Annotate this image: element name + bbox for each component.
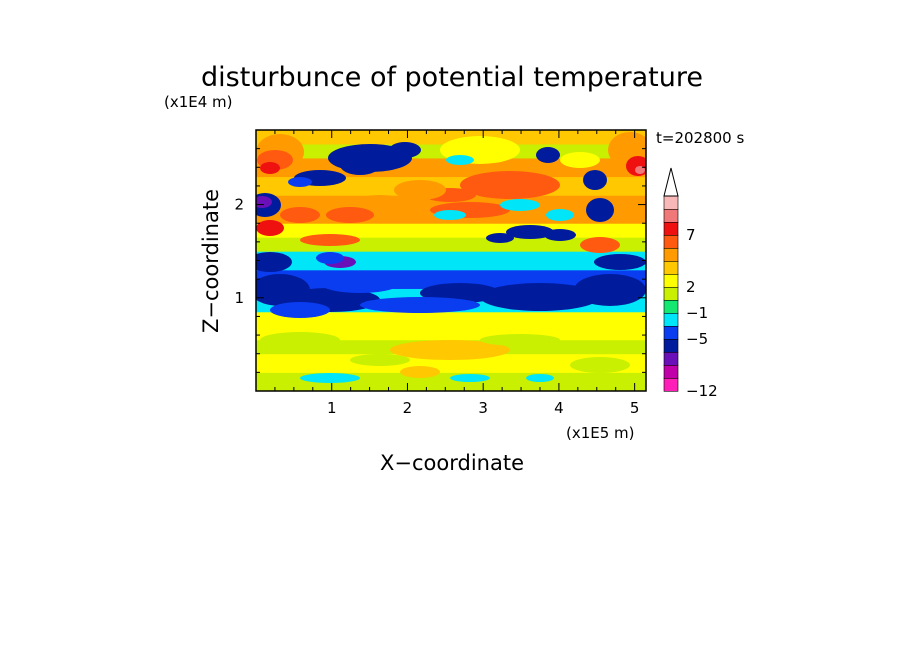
contour-patch (560, 152, 600, 168)
contour-patch (260, 162, 280, 174)
contour-patch (300, 234, 360, 246)
contour-patch (526, 374, 554, 382)
contour-patch (546, 209, 574, 221)
x-tick-label: 1 (327, 399, 337, 417)
colorbar-swatch (663, 260, 679, 275)
contour-patch (500, 199, 540, 211)
contour-patch (320, 273, 400, 293)
colorbar-swatch (663, 221, 679, 236)
contour-patch (300, 373, 360, 383)
chart-title: disturbunce of potential temperature (201, 62, 703, 93)
contour-patch (544, 229, 576, 241)
contour-patch (288, 177, 312, 187)
contour-patch (260, 332, 340, 348)
y-axis-label: Z−coordinate (199, 189, 223, 333)
y-tick-label: 2 (234, 196, 244, 214)
x-tick-label: 4 (554, 399, 564, 417)
colorbar-swatch (663, 377, 679, 392)
y-tick-label: 1 (234, 289, 244, 307)
colorbar-swatch (663, 195, 679, 210)
contour-patch (340, 155, 380, 175)
contour-patch (574, 274, 646, 306)
contour-patch (389, 142, 421, 158)
contour-patch (350, 354, 410, 366)
contour-patch (434, 210, 466, 220)
contour-patch (635, 166, 645, 174)
contour-patch (480, 283, 600, 311)
contour-patch (480, 334, 560, 346)
y-axis: 12 (234, 129, 646, 392)
colorbar-swatch (663, 273, 679, 288)
x-scale-label: (x1E5 m) (566, 424, 635, 442)
contour-patch (270, 302, 330, 318)
colorbar-swatch (663, 234, 679, 249)
contour-band (256, 130, 646, 145)
colorbar-swatch (663, 351, 679, 366)
contour-patch (360, 297, 480, 313)
colorbar-swatch (663, 312, 679, 327)
x-axis-label: X−coordinate (380, 451, 524, 475)
colorbar-tick-label: 7 (686, 226, 696, 244)
x-axis: 1 2 3 4 5 (255, 130, 640, 417)
contour-patch (280, 207, 320, 223)
contour-patch (580, 237, 620, 253)
contour-patch (570, 357, 630, 373)
x-tick-label: 3 (478, 399, 488, 417)
contour-patch (394, 180, 446, 200)
colorbar-swatch (663, 208, 679, 223)
contour-patch (256, 252, 292, 272)
contour-patch (586, 198, 614, 222)
colorbar-swatch (663, 247, 679, 262)
contour-patch (460, 171, 560, 199)
colorbar-swatch (663, 364, 679, 379)
contour-patch (583, 170, 607, 190)
colorbar: 7 2 −1 −5 −12 (663, 167, 718, 400)
contour-patch (536, 147, 560, 163)
colorbar-tick-label: −5 (686, 330, 708, 348)
colorbar-tick-label: −12 (686, 382, 718, 400)
y-scale-label: (x1E4 m) (164, 93, 233, 111)
colorbar-swatch (663, 286, 679, 301)
colorbar-swatch (663, 299, 679, 314)
colorbar-swatch (663, 325, 679, 340)
contour-patch (486, 233, 514, 243)
contour-band (256, 251, 646, 271)
colorbar-extend-arrow (663, 167, 679, 197)
contour-patch (256, 220, 284, 236)
contour-patch (506, 225, 554, 239)
colorbar-tick-label: −1 (686, 304, 708, 322)
x-tick-label: 2 (403, 399, 413, 417)
contour-patch (316, 252, 344, 264)
contour-patch (594, 254, 646, 270)
contour-patch (446, 155, 474, 165)
x-tick-label: 5 (630, 399, 640, 417)
contour-patch (450, 374, 490, 382)
contour-anomalies (256, 132, 646, 383)
colorbar-swatch (663, 338, 679, 353)
contour-patch (400, 366, 440, 378)
contour-patch (390, 340, 510, 360)
colorbar-tick-label: 2 (686, 278, 696, 296)
contour-patch (326, 207, 374, 223)
contour-patch (256, 196, 272, 208)
time-label: t=202800 s (656, 129, 744, 147)
